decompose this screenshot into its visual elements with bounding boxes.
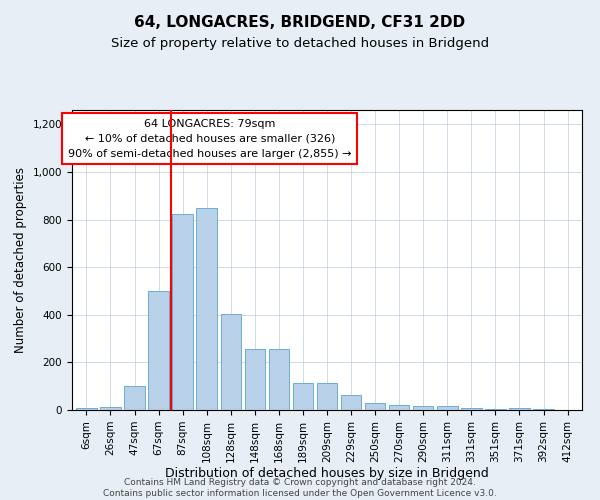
Bar xyxy=(269,350,289,410)
X-axis label: Distribution of detached houses by size in Bridgend: Distribution of detached houses by size … xyxy=(165,468,489,480)
Bar xyxy=(293,382,313,410)
Bar xyxy=(365,403,385,410)
Text: 64, LONGACRES, BRIDGEND, CF31 2DD: 64, LONGACRES, BRIDGEND, CF31 2DD xyxy=(134,15,466,30)
Bar xyxy=(317,382,337,410)
Bar xyxy=(485,409,506,410)
Bar xyxy=(148,291,169,410)
Text: Contains HM Land Registry data © Crown copyright and database right 2024.
Contai: Contains HM Land Registry data © Crown c… xyxy=(103,478,497,498)
Bar xyxy=(100,407,121,410)
Bar xyxy=(221,314,241,410)
Bar xyxy=(196,208,217,410)
Bar xyxy=(124,386,145,410)
Bar xyxy=(461,408,482,410)
Bar xyxy=(413,406,433,410)
Bar xyxy=(437,406,458,410)
Bar xyxy=(389,405,409,410)
Bar xyxy=(533,409,554,410)
Bar xyxy=(76,408,97,410)
Bar xyxy=(509,408,530,410)
Y-axis label: Number of detached properties: Number of detached properties xyxy=(14,167,27,353)
Text: 64 LONGACRES: 79sqm
← 10% of detached houses are smaller (326)
90% of semi-detac: 64 LONGACRES: 79sqm ← 10% of detached ho… xyxy=(68,119,352,158)
Bar xyxy=(245,350,265,410)
Bar xyxy=(172,214,193,410)
Text: Size of property relative to detached houses in Bridgend: Size of property relative to detached ho… xyxy=(111,38,489,51)
Bar xyxy=(341,394,361,410)
